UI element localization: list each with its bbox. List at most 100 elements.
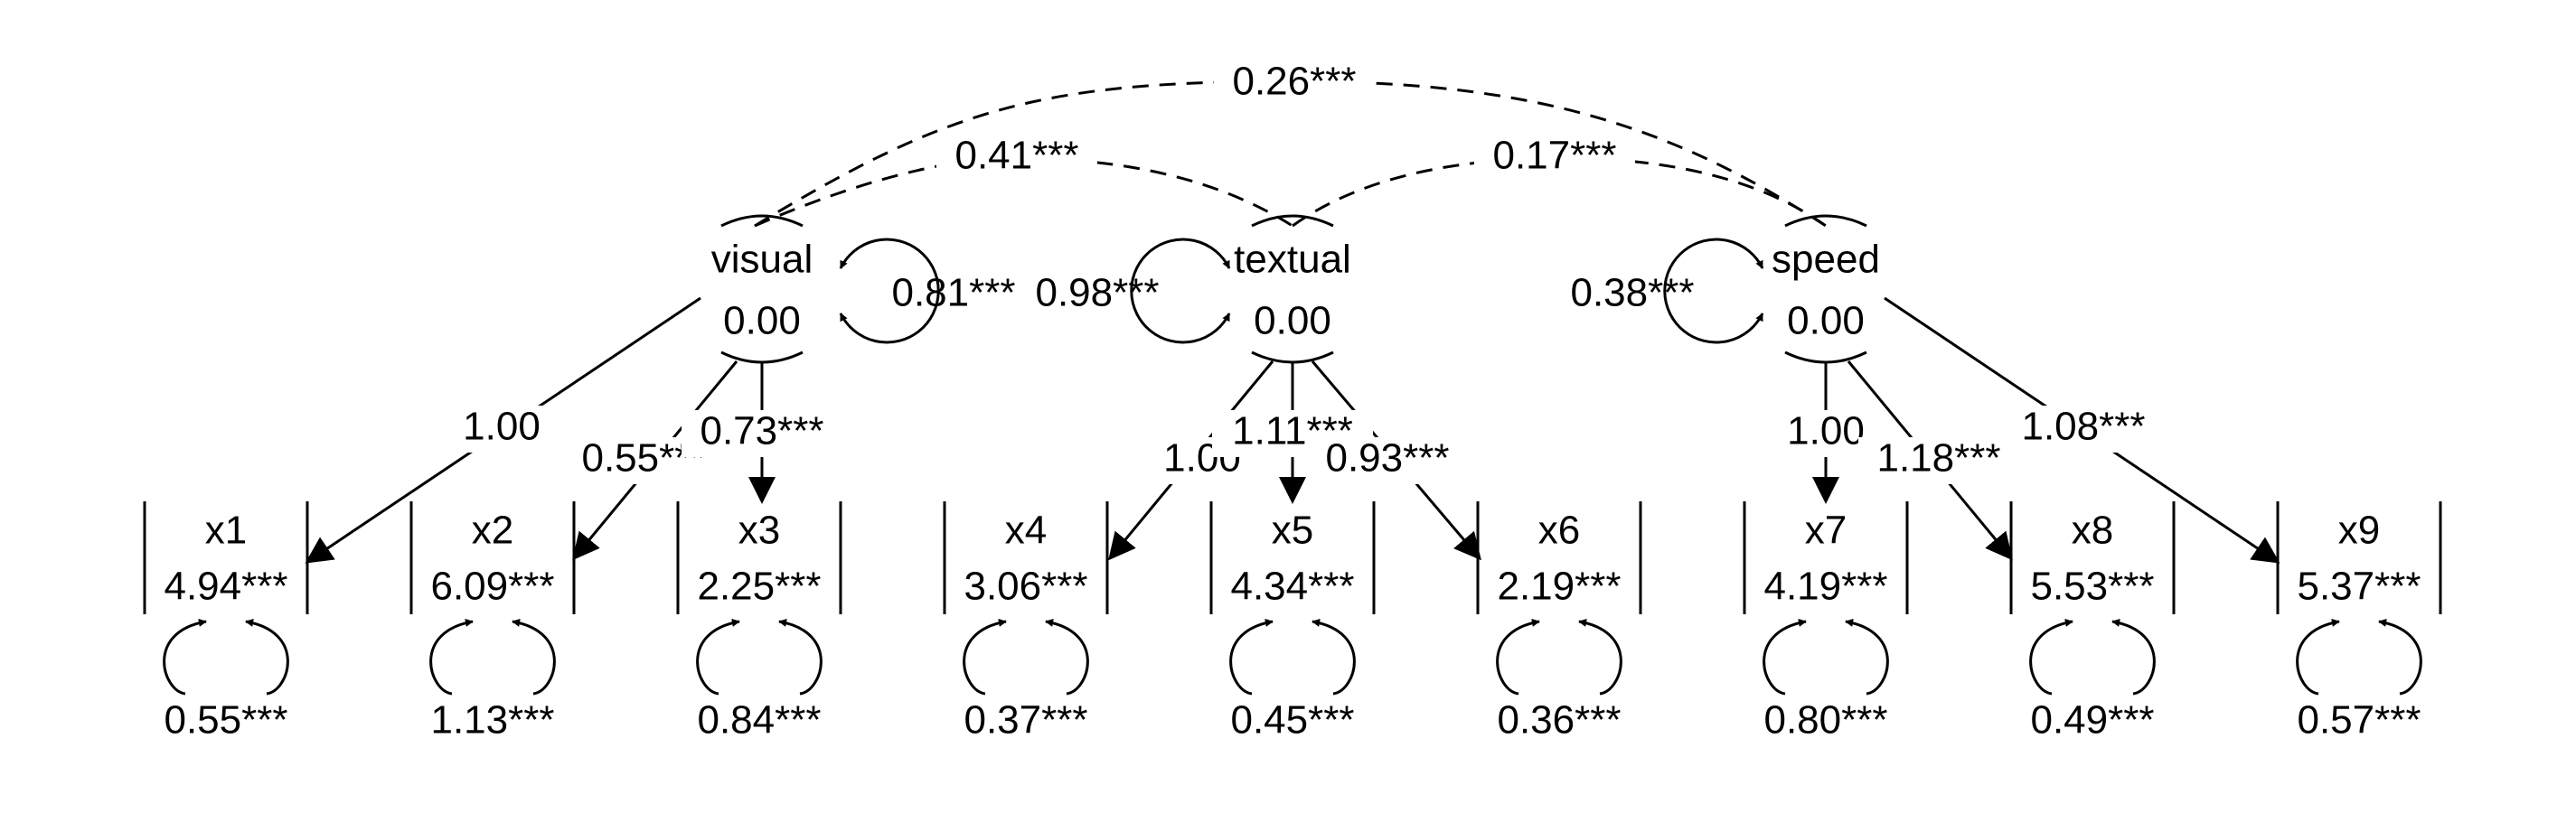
residual-loop-right-x6 — [1578, 618, 1622, 696]
indicator-intercept-x7: 4.19*** — [1763, 565, 1887, 609]
loading-label-speed-x8-group: 1.18*** — [1858, 436, 2019, 484]
latent-arc-top-textual — [1251, 214, 1334, 228]
latent-label-visual: visual — [711, 238, 813, 282]
indicator-node-x4: x4 3.06*** — [943, 501, 1109, 614]
latent-node-visual: visual 0.00 — [711, 214, 813, 364]
indicator-intercept-x3: 2.25*** — [697, 565, 821, 609]
latent-variance-label-speed: 0.38*** — [1570, 271, 1694, 315]
loading-label-speed-x8: 1.18*** — [1876, 436, 2000, 481]
loading-label-visual-x3-bg — [682, 410, 842, 457]
residual-variance-label-x6: 0.36*** — [1497, 698, 1621, 743]
latent-variance-label-visual: 0.81*** — [891, 271, 1015, 315]
loading-label-textual-x6-group: 0.93*** — [1307, 436, 1468, 484]
covariance-arc-visual-speed — [754, 79, 1827, 228]
latent-intercept-textual: 0.00 — [1254, 299, 1331, 343]
loading-label-speed-x7-bg — [1778, 410, 1874, 457]
covariance-label-visual-speed-group: 0.26*** — [1214, 60, 1375, 107]
indicator-label-x4: x4 — [1005, 509, 1047, 553]
indicator-node-x5: x5 4.34*** — [1209, 501, 1376, 614]
indicator-intercept-x1: 4.94*** — [164, 565, 287, 609]
indicator-node-x1: x1 4.94*** — [143, 501, 309, 614]
loading-label-textual-x6-bg — [1307, 437, 1468, 484]
indicator-node-x3: x3 2.25*** — [676, 501, 842, 614]
residual-loop-right-x4 — [1045, 618, 1089, 696]
loading-label-visual-x3: 0.73*** — [700, 409, 823, 453]
residual-variance-label-x5: 0.45*** — [1230, 698, 1354, 743]
residual-loop-left-x7 — [1763, 618, 1807, 696]
covariance-label-visual-speed: 0.26*** — [1232, 60, 1356, 104]
latent-intercept-visual: 0.00 — [723, 299, 801, 343]
latent-arc-top-visual — [720, 214, 804, 228]
residual-variance-label-x8: 0.49*** — [2030, 698, 2154, 743]
loading-label-textual-x6: 0.93*** — [1325, 436, 1449, 481]
latent-intercept-speed: 0.00 — [1787, 299, 1865, 343]
indicator-intercept-x5: 4.34*** — [1230, 565, 1354, 609]
latent-arc-top-speed — [1784, 214, 1867, 228]
indicator-label-x1: x1 — [205, 509, 247, 553]
residual-loop-right-x2 — [512, 618, 556, 696]
latent-arc-bottom-visual — [720, 350, 804, 364]
indicator-label-x6: x6 — [1538, 509, 1580, 553]
indicator-intercept-x2: 6.09*** — [430, 565, 554, 609]
loading-label-speed-x8-bg — [1858, 437, 2019, 484]
indicator-label-x2: x2 — [472, 509, 513, 553]
residual-variance-label-x7: 0.80*** — [1763, 698, 1887, 743]
latent-variance-label-textual: 0.98*** — [1035, 271, 1159, 315]
latent-variance-loop-speed — [1663, 238, 1764, 344]
loading-label-speed-x9: 1.08*** — [2021, 405, 2145, 449]
indicator-node-x7: x7 4.19*** — [1743, 501, 1909, 614]
residual-loop-right-x3 — [778, 618, 823, 696]
residual-variance-label-x1: 0.55*** — [164, 698, 287, 743]
loading-label-speed-x7: 1.00 — [1787, 409, 1865, 453]
residual-loop-right-x7 — [1845, 618, 1889, 696]
latent-variance-loop-textual — [1130, 238, 1231, 344]
residual-loop-left-x2 — [429, 618, 474, 696]
covariance-label-visual-textual: 0.41*** — [954, 134, 1078, 178]
indicator-node-x9: x9 5.37*** — [2276, 501, 2442, 614]
latent-node-speed: speed 0.00 — [1772, 214, 1880, 364]
indicator-label-x7: x7 — [1805, 509, 1847, 553]
residual-variance-label-x2: 1.13*** — [430, 698, 554, 743]
loading-label-visual-x3-group: 0.73*** — [682, 409, 842, 457]
residual-loop-left-x5 — [1229, 618, 1274, 696]
loading-label-visual-x1: 1.00 — [463, 405, 541, 449]
indicator-intercept-x4: 3.06*** — [964, 565, 1087, 609]
indicator-label-x5: x5 — [1272, 509, 1313, 553]
loading-label-visual-x1-group: 1.00 — [454, 405, 550, 453]
residual-loop-right-x5 — [1312, 618, 1356, 696]
residual-loop-left-x1 — [163, 618, 207, 696]
latent-label-textual: textual — [1234, 238, 1351, 282]
residual-loop-left-x4 — [963, 618, 1007, 696]
residual-loop-right-x9 — [2378, 618, 2422, 696]
residual-loop-left-x8 — [2029, 618, 2073, 696]
covariance-label-visual-speed-bg — [1214, 61, 1375, 107]
loading-label-speed-x9-group: 1.08*** — [2003, 405, 2164, 453]
residual-loop-left-x6 — [1496, 618, 1540, 696]
residual-variance-label-x3: 0.84*** — [697, 698, 821, 743]
indicator-intercept-x9: 5.37*** — [2297, 565, 2421, 609]
indicator-node-x8: x8 5.53*** — [2009, 501, 2176, 614]
indicator-label-x9: x9 — [2338, 509, 2380, 553]
latent-arc-bottom-textual — [1251, 350, 1334, 364]
residual-loop-left-x3 — [696, 618, 740, 696]
residual-variance-label-x4: 0.37*** — [964, 698, 1087, 743]
covariance-label-visual-textual-group: 0.41*** — [936, 134, 1097, 182]
loading-label-speed-x7-group: 1.00 — [1778, 409, 1874, 457]
latent-label-speed: speed — [1772, 238, 1880, 282]
covariance-label-textual-speed-group: 0.17*** — [1474, 134, 1635, 182]
residual-loop-right-x1 — [245, 618, 289, 696]
indicator-node-x2: x2 6.09*** — [409, 501, 576, 614]
indicator-label-x3: x3 — [738, 509, 780, 553]
covariance-label-visual-textual-bg — [936, 135, 1097, 182]
latent-node-textual: textual 0.00 — [1234, 214, 1351, 364]
indicator-intercept-x8: 5.53*** — [2030, 565, 2154, 609]
loading-label-speed-x9-bg — [2003, 406, 2164, 453]
residual-variance-label-x9: 0.57*** — [2297, 698, 2421, 743]
residual-loop-right-x8 — [2111, 618, 2156, 696]
latent-arc-bottom-speed — [1784, 350, 1867, 364]
residual-loop-left-x9 — [2296, 618, 2340, 696]
loading-label-visual-x1-bg — [454, 406, 550, 453]
covariance-label-textual-speed-bg — [1474, 135, 1635, 182]
covariance-label-textual-speed: 0.17*** — [1492, 134, 1616, 178]
